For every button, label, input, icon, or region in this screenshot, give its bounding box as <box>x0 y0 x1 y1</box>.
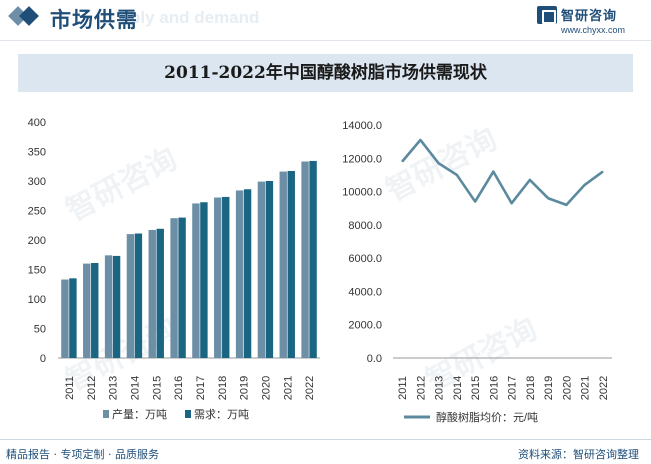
x-tick-label: 2014 <box>129 376 141 400</box>
legend-label: 需求：万吨 <box>194 408 249 421</box>
x-tick-label: 2022 <box>304 376 316 400</box>
data-point <box>511 202 513 204</box>
bar <box>61 279 69 358</box>
y-tick-label: 300 <box>28 176 46 188</box>
x-tick-label: 2019 <box>239 376 251 400</box>
y-tick-label: 0.0 <box>367 353 382 365</box>
header-watermark-text: ply and demand <box>130 8 260 27</box>
x-tick-label: 2011 <box>64 376 76 400</box>
x-tick-label: 2021 <box>580 376 592 400</box>
data-point <box>529 179 531 181</box>
x-tick-label: 2020 <box>260 376 272 400</box>
bar <box>265 181 274 358</box>
x-tick-label: 2020 <box>561 376 573 400</box>
bar <box>148 229 156 358</box>
price-line <box>401 138 604 207</box>
data-point <box>474 201 476 203</box>
bar <box>243 189 252 358</box>
y-tick-label: 4000.0 <box>348 286 382 298</box>
y-tick-label: 250 <box>28 206 46 218</box>
brand-url: www.chyxx.com <box>561 25 626 35</box>
x-tick-label: 2018 <box>525 376 537 400</box>
x-tick-label: 2016 <box>173 376 185 400</box>
bar <box>91 263 99 358</box>
bar <box>178 217 186 358</box>
data-point <box>438 162 440 164</box>
bar <box>257 181 266 358</box>
x-tick-label: 2013 <box>108 376 120 400</box>
footer-divider <box>0 439 651 440</box>
data-point <box>602 171 604 173</box>
section-header: ply and demand 市场供需 <box>0 0 651 41</box>
y-tick-label: 14000.0 <box>342 120 382 132</box>
x-tick-label: 2017 <box>195 376 207 400</box>
bar <box>134 233 143 358</box>
x-tick-label: 2015 <box>470 376 482 400</box>
bar <box>69 278 77 358</box>
bar <box>214 197 222 358</box>
y-tick-label: 50 <box>34 324 46 336</box>
legend-swatch <box>185 410 191 418</box>
y-tick-label: 200 <box>28 235 46 247</box>
data-point <box>419 139 421 141</box>
chart-title-bar: 2011-2022年中国醇酸树脂市场供需现状 <box>18 54 633 92</box>
logo-icon <box>537 6 557 24</box>
bar <box>309 160 317 358</box>
bar <box>83 263 91 358</box>
y-tick-label: 2000.0 <box>348 320 382 332</box>
x-tick-label: 2012 <box>415 376 427 400</box>
x-tick-label: 2013 <box>434 376 446 400</box>
brand-name: 智研咨询 <box>561 9 618 24</box>
bar <box>222 196 230 358</box>
x-tick-label: 2012 <box>86 376 98 400</box>
x-tick-label: 2016 <box>488 376 500 400</box>
bar <box>287 170 295 358</box>
bar <box>192 203 200 358</box>
y-tick-label: 10000.0 <box>342 187 382 199</box>
data-point <box>565 204 567 206</box>
y-tick-label: 350 <box>28 147 46 159</box>
data-point <box>547 197 549 199</box>
data-point <box>401 161 403 163</box>
y-tick-label: 6000.0 <box>348 253 382 265</box>
chart-title: 2011-2022年中国醇酸树脂市场供需现状 <box>164 63 487 83</box>
bar <box>104 255 113 358</box>
x-tick-label: 2011 <box>397 376 409 400</box>
data-point <box>492 171 494 173</box>
x-tick-label: 2017 <box>507 376 519 400</box>
y-tick-label: 0 <box>40 353 46 365</box>
x-tick-label: 2022 <box>598 376 610 400</box>
y-tick-label: 400 <box>28 117 46 129</box>
bar <box>200 202 208 358</box>
legend-swatch <box>103 410 109 418</box>
legend-label: 产量：万吨 <box>112 407 167 421</box>
footer-source: 资料来源：智研咨询整理 <box>518 448 639 461</box>
x-tick-label: 2019 <box>543 376 555 400</box>
bar <box>112 255 121 358</box>
section-title: 市场供需 <box>50 8 138 32</box>
bar <box>235 190 244 358</box>
x-tick-label: 2018 <box>217 376 229 400</box>
x-tick-label: 2021 <box>282 376 294 400</box>
bar <box>126 234 135 358</box>
x-tick-label: 2015 <box>151 376 163 400</box>
data-point <box>456 174 458 176</box>
x-tick-label: 2014 <box>452 376 464 400</box>
data-point <box>584 184 586 186</box>
bar <box>301 161 309 358</box>
footer-slogan: 精品报告 · 专项定制 · 品质服务 <box>6 448 159 461</box>
brand-logo: 智研咨询 www.chyxx.com <box>537 4 637 38</box>
y-tick-label: 150 <box>28 265 46 277</box>
y-tick-label: 100 <box>28 294 46 306</box>
legend-label: 醇酸树脂均价：元/吨 <box>436 410 538 424</box>
y-tick-label: 8000.0 <box>348 220 382 232</box>
bar <box>170 218 178 358</box>
bar <box>279 171 287 358</box>
bar <box>156 228 164 358</box>
y-tick-label: 12000.0 <box>342 153 382 165</box>
header-divider <box>0 40 651 41</box>
